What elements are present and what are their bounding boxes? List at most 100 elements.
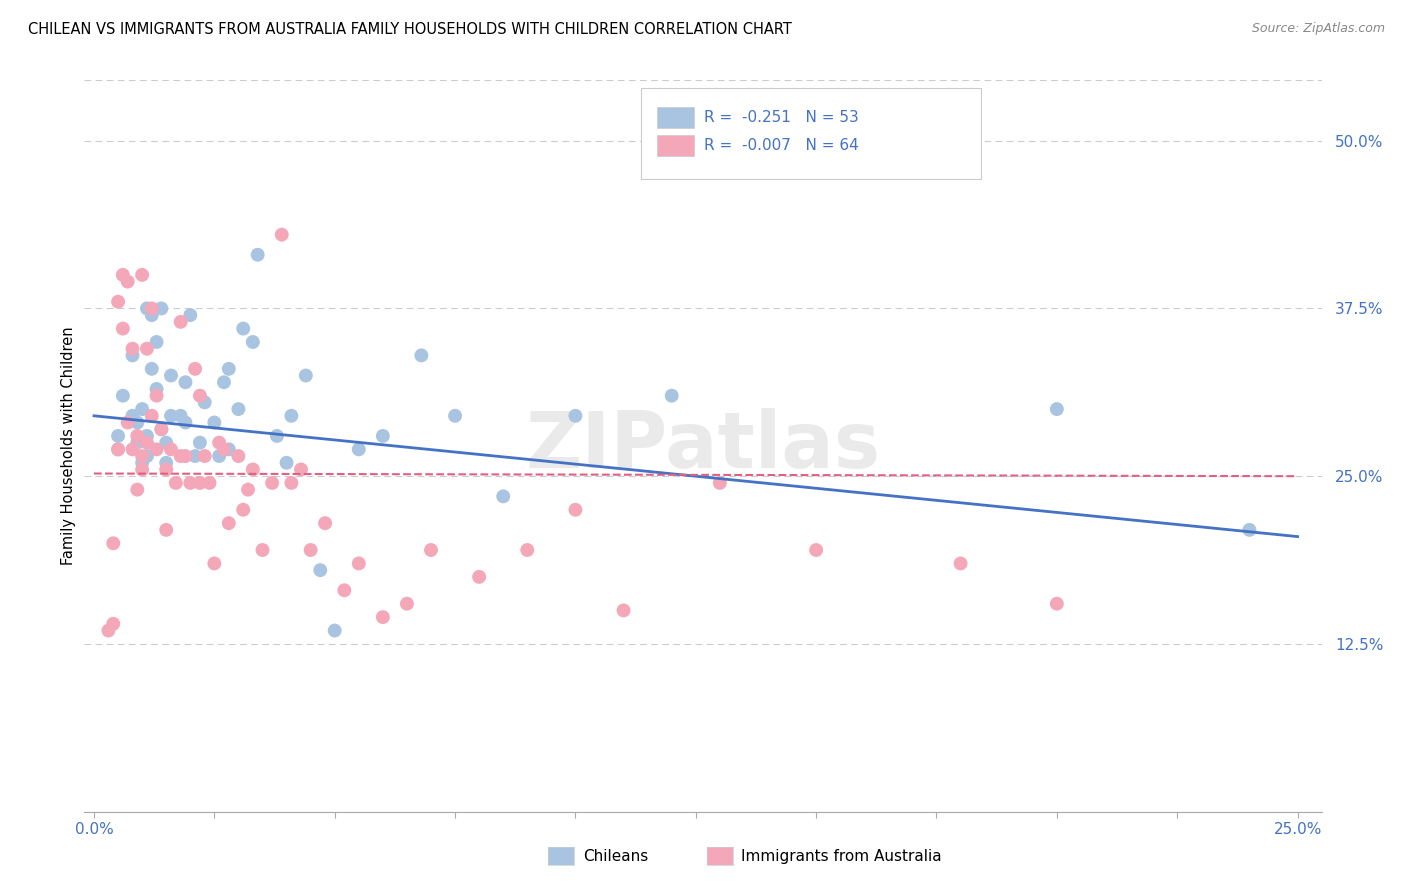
Point: [131, 462, 153, 476]
Point: [121, 348, 143, 362]
Point: [212, 376, 235, 390]
Point: [246, 248, 269, 262]
Text: Immigrants from Australia: Immigrants from Australia: [741, 849, 942, 863]
Point: [141, 301, 163, 316]
Point: [228, 402, 250, 417]
FancyBboxPatch shape: [657, 107, 695, 128]
Y-axis label: Family Households with Children: Family Households with Children: [60, 326, 76, 566]
Point: [141, 361, 163, 376]
Point: [169, 315, 191, 329]
Point: [270, 227, 292, 242]
Point: [127, 483, 149, 497]
Point: [127, 416, 149, 430]
Point: [564, 502, 586, 516]
Point: [111, 321, 134, 335]
Point: [160, 409, 183, 423]
Point: [276, 456, 298, 470]
Point: [295, 368, 318, 383]
Point: [97, 624, 120, 638]
Point: [145, 334, 167, 349]
Point: [121, 409, 143, 423]
Point: [103, 536, 125, 550]
Point: [492, 489, 515, 503]
Point: [169, 449, 191, 463]
Point: [107, 442, 129, 457]
Text: CHILEAN VS IMMIGRANTS FROM AUSTRALIA FAMILY HOUSEHOLDS WITH CHILDREN CORRELATION: CHILEAN VS IMMIGRANTS FROM AUSTRALIA FAM…: [28, 22, 792, 37]
Point: [202, 557, 225, 571]
Point: [145, 382, 167, 396]
Point: [127, 435, 149, 450]
Point: [155, 523, 177, 537]
Point: [131, 268, 153, 282]
Point: [242, 334, 264, 349]
Point: [188, 389, 211, 403]
Text: R =  -0.251   N = 53: R = -0.251 N = 53: [704, 110, 859, 125]
Point: [804, 543, 827, 558]
Point: [184, 449, 207, 463]
Point: [242, 462, 264, 476]
Point: [145, 442, 167, 457]
Point: [218, 361, 240, 376]
Point: [155, 462, 177, 476]
Point: [208, 435, 231, 450]
Point: [347, 442, 370, 457]
Point: [194, 449, 217, 463]
Point: [218, 442, 240, 457]
Point: [198, 475, 221, 490]
Point: [174, 376, 197, 390]
Point: [218, 516, 240, 531]
Point: [179, 308, 201, 322]
Point: [117, 416, 139, 430]
Text: R =  -0.007   N = 64: R = -0.007 N = 64: [704, 138, 859, 153]
Point: [121, 342, 143, 356]
Point: [150, 422, 173, 436]
Point: [136, 435, 159, 450]
Point: [127, 429, 149, 443]
Point: [169, 409, 191, 423]
Point: [371, 429, 394, 443]
Point: [107, 294, 129, 309]
Point: [107, 442, 129, 457]
Point: [444, 409, 467, 423]
Point: [150, 422, 173, 436]
Point: [131, 449, 153, 463]
Text: Chileans: Chileans: [583, 849, 648, 863]
Point: [160, 368, 183, 383]
Point: [174, 449, 197, 463]
Point: [516, 543, 538, 558]
Point: [208, 449, 231, 463]
Point: [136, 301, 159, 316]
Point: [309, 563, 332, 577]
Point: [1046, 597, 1069, 611]
Point: [347, 557, 370, 571]
Point: [111, 389, 134, 403]
Point: [262, 475, 284, 490]
Point: [314, 516, 336, 531]
Text: ZIPatlas: ZIPatlas: [526, 408, 880, 484]
Point: [564, 409, 586, 423]
Point: [136, 449, 159, 463]
FancyBboxPatch shape: [657, 136, 695, 155]
Point: [232, 502, 254, 516]
Point: [228, 449, 250, 463]
Point: [290, 462, 312, 476]
Point: [179, 475, 201, 490]
Point: [212, 442, 235, 457]
Point: [111, 268, 134, 282]
Point: [1046, 402, 1069, 417]
Point: [252, 543, 274, 558]
Point: [202, 416, 225, 430]
Point: [117, 275, 139, 289]
Point: [468, 570, 491, 584]
Point: [949, 557, 972, 571]
Point: [188, 475, 211, 490]
Point: [145, 389, 167, 403]
Point: [184, 361, 207, 376]
Point: [613, 603, 636, 617]
Point: [333, 583, 356, 598]
Point: [141, 308, 163, 322]
Point: [371, 610, 394, 624]
Point: [236, 483, 259, 497]
Point: [1239, 523, 1261, 537]
Point: [165, 475, 187, 490]
